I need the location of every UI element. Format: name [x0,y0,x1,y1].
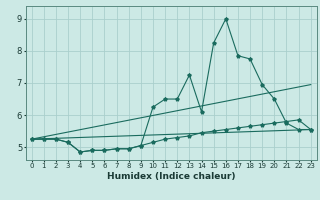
X-axis label: Humidex (Indice chaleur): Humidex (Indice chaleur) [107,172,236,181]
